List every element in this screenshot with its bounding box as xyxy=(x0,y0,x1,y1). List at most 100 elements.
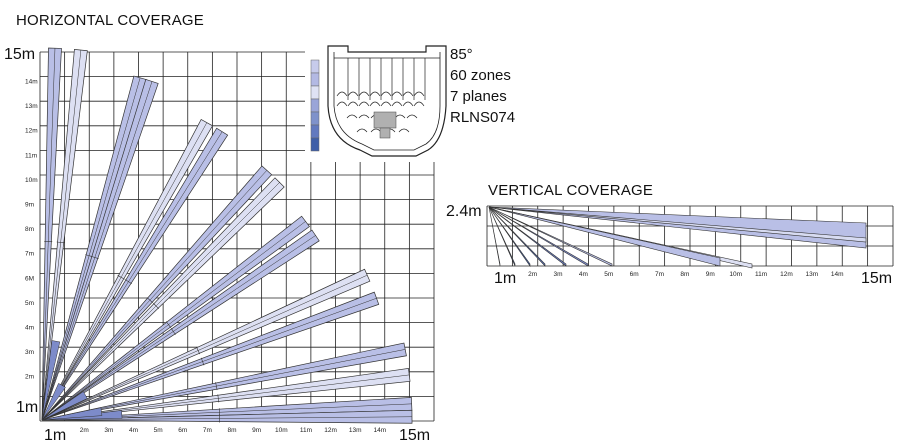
v-x-tick-label: 11m xyxy=(755,271,767,278)
beam-centerline xyxy=(41,131,223,421)
lens-arc xyxy=(406,114,418,119)
beam-centerline xyxy=(41,170,268,421)
lens-arc xyxy=(358,101,370,107)
vertical-beam xyxy=(488,206,867,243)
horizontal-coverage-chart: 2m 3m 4m 5m 6m 7m 8m 9m 10m 11m 12m 13m 14m 2m 3m 4m 5m… xyxy=(4,46,435,444)
h-x-tick-label: 7m xyxy=(203,427,212,434)
beam-centerline xyxy=(41,50,82,421)
h-y-tick-label: 11m xyxy=(25,152,37,159)
beam-centerline xyxy=(41,81,153,421)
vertical-beam xyxy=(488,206,721,267)
vertical-beam xyxy=(488,206,589,267)
coverage-angle: 85° xyxy=(450,46,473,63)
beam-zone-divider xyxy=(117,275,125,280)
h-x-tick-label: 3m xyxy=(104,427,113,434)
lens-arc xyxy=(336,91,348,97)
horizontal-coverage-title: HORIZONTAL COVERAGE xyxy=(16,12,204,29)
h-x-max-label: 15m xyxy=(399,427,430,444)
horizontal-beam xyxy=(41,78,159,421)
horizontal-x-ticks: 2m 3m 4m 5m 6m 7m 8m 9m 10m 11m 12m 13m 14m xyxy=(80,427,386,434)
lens-arc xyxy=(356,128,368,133)
h-y-tick-label: 13m xyxy=(25,103,38,110)
beam-zone-divider xyxy=(124,279,133,284)
beam-centerline xyxy=(41,182,280,421)
beam-zone-divider xyxy=(200,357,205,366)
horizontal-beam xyxy=(41,368,411,421)
h-origin-x-label: 1m xyxy=(44,427,66,444)
h-x-tick-label: 8m xyxy=(228,427,237,434)
h-y-tick-label: 8m xyxy=(25,226,34,233)
h-x-tick-label: 10m xyxy=(275,427,288,434)
h-y-tick-label: 3m xyxy=(25,349,34,356)
vertical-beam xyxy=(488,206,501,267)
lens-arc xyxy=(391,91,403,97)
v-x-tick-label: 10m xyxy=(729,271,742,278)
h-y-tick-label: 4m xyxy=(25,325,34,332)
h-x-tick-label: 9m xyxy=(252,427,261,434)
v-x-tick-label: 2m xyxy=(528,271,537,278)
h-x-tick-label: 5m xyxy=(154,427,163,434)
lens-arc xyxy=(347,91,359,97)
lens-arc xyxy=(391,101,403,107)
h-x-tick-label: 12m xyxy=(324,427,337,434)
beam-zone-divider xyxy=(153,302,160,309)
h-y-tick-label: 9m xyxy=(25,202,34,209)
h-x-tick-label: 4m xyxy=(129,427,138,434)
zone-count: 60 zones xyxy=(450,67,511,84)
vertical-coverage-chart: 2m 3m 4m 5m 6m 7m 8m 9m 10m 11m 12m 13m 14m 2.4m 1m … xyxy=(446,203,894,287)
horizontal-beams xyxy=(41,47,413,424)
vertical-beam xyxy=(488,206,613,267)
h-y-tick-label: 14m xyxy=(25,79,38,86)
detector-zone-icon xyxy=(310,45,447,157)
beam-centerline xyxy=(41,122,208,421)
beam-zone-divider xyxy=(146,297,154,304)
h-x-tick-label: 2m xyxy=(80,427,89,434)
beam-centerline xyxy=(41,298,377,421)
vertical-beam xyxy=(488,206,531,267)
lens-arc xyxy=(358,91,370,97)
lens-arc xyxy=(380,91,392,97)
beam-zone-divider xyxy=(170,327,176,335)
lens-arc xyxy=(369,91,381,97)
h-y-tick-label: 7m xyxy=(25,251,34,258)
lens-arc xyxy=(347,101,359,107)
h-y-tick-label: 6M xyxy=(25,275,34,282)
h-y-max-label: 15m xyxy=(4,46,35,63)
h-x-tick-label: 11m xyxy=(300,427,312,434)
lens-arc xyxy=(413,91,425,97)
horizontal-y-ticks: 2m 3m 4m 5m 6M 7m 8m 9m 10m 11m 12m 13m 14m xyxy=(25,79,38,381)
beam-centerline xyxy=(41,274,368,421)
beam-zone-divider xyxy=(215,382,218,391)
beam-zone-divider xyxy=(196,346,201,355)
beam-centerline xyxy=(41,349,406,421)
vertical-x-ticks: 2m 3m 4m 5m 6m 7m 8m 9m 10m 11m 12m 13m 14m xyxy=(528,271,843,278)
vertical-beams xyxy=(488,206,867,269)
v-x-tick-label: 8m xyxy=(680,271,689,278)
zone-legend-bar xyxy=(310,59,320,152)
h-x-tick-label: 13m xyxy=(349,427,362,434)
h-x-tick-label: 6m xyxy=(178,427,187,434)
lens-arc xyxy=(380,101,392,107)
v-x-tick-label: 7m xyxy=(655,271,664,278)
v-x-tick-label: 14m xyxy=(831,271,844,278)
model-number: RLNS074 xyxy=(450,109,516,126)
near-field-beam xyxy=(41,340,61,421)
detector-specs: 85° 60 zones 7 planes RLNS074 xyxy=(450,44,515,128)
v-height-label: 2.4m xyxy=(446,203,482,220)
near-field-beam xyxy=(41,383,66,421)
beam-centerline xyxy=(41,48,56,421)
h-origin-y-label: 1m xyxy=(16,399,38,416)
v-x-tick-label: 12m xyxy=(780,271,793,278)
v-x-tick-label: 3m xyxy=(554,271,563,278)
vertical-beam xyxy=(488,206,567,267)
beam-centerline xyxy=(41,77,141,421)
lens-arc xyxy=(336,101,348,107)
beam-centerline xyxy=(41,221,306,421)
lens-arc xyxy=(358,114,370,119)
lens-arc xyxy=(402,101,414,107)
v-x-tick-label: 5m xyxy=(604,271,613,278)
v-x-tick-label: 13m xyxy=(805,271,818,278)
beam-zone-divider xyxy=(56,241,65,244)
beam-zone-divider xyxy=(90,255,99,260)
